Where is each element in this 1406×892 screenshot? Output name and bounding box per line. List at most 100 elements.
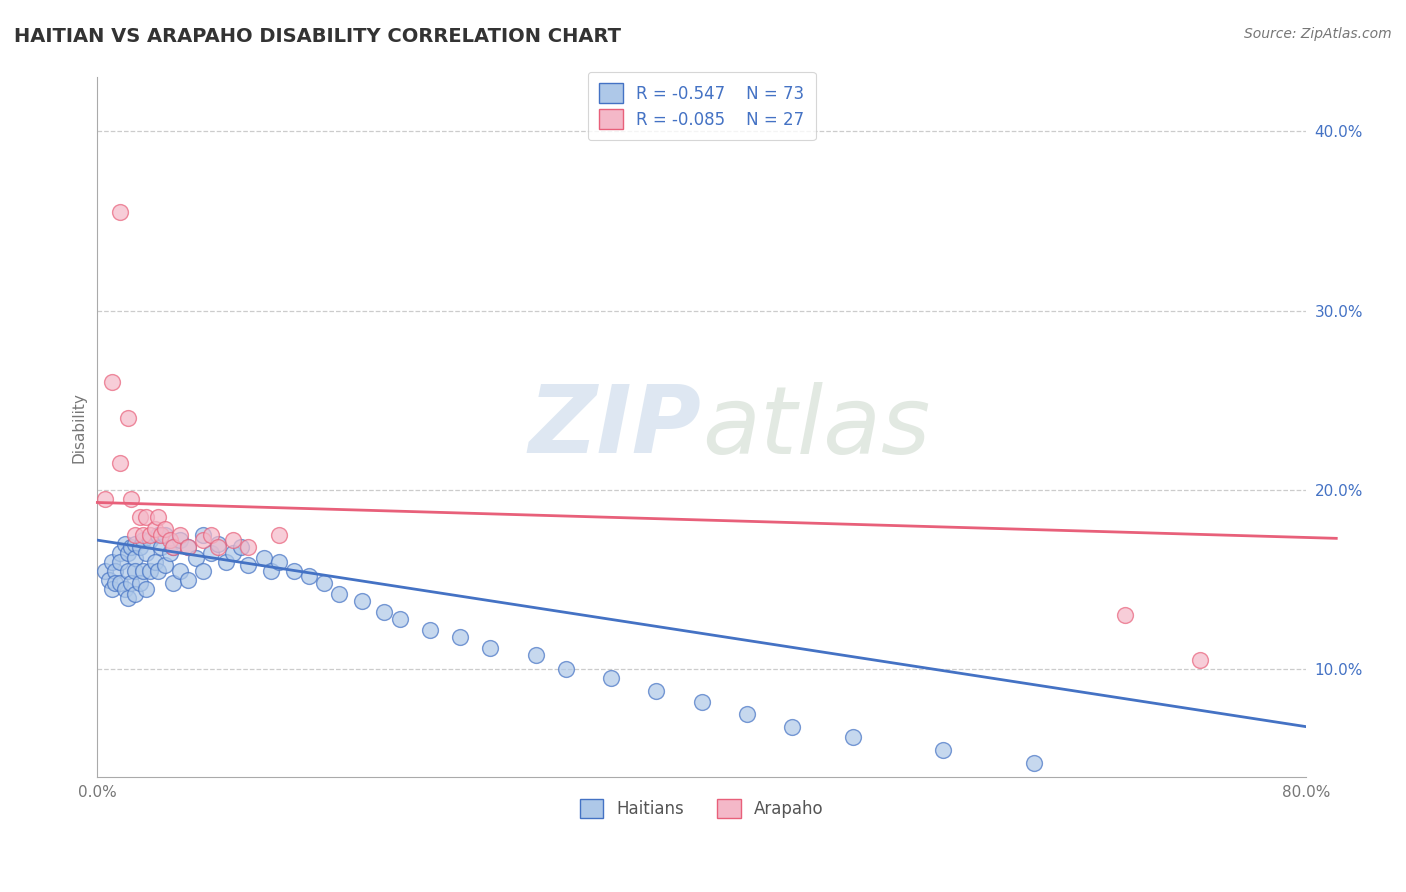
Point <box>94 491 117 506</box>
Point <box>298 569 321 583</box>
Point <box>222 533 245 548</box>
Point <box>128 576 150 591</box>
Point <box>267 528 290 542</box>
Point <box>139 533 162 548</box>
Point <box>312 576 335 591</box>
Point <box>169 564 191 578</box>
Point <box>124 551 146 566</box>
Point <box>162 576 184 591</box>
Point <box>155 522 177 536</box>
Point <box>104 576 127 591</box>
Text: HAITIAN VS ARAPAHO DISABILITY CORRELATION CHART: HAITIAN VS ARAPAHO DISABILITY CORRELATIO… <box>14 27 621 45</box>
Point <box>143 522 166 536</box>
Point <box>842 731 865 745</box>
Point <box>159 546 181 560</box>
Point <box>645 683 668 698</box>
Point <box>108 546 131 560</box>
Point <box>101 376 124 390</box>
Point <box>98 573 121 587</box>
Point <box>191 564 214 578</box>
Point <box>117 591 139 605</box>
Point <box>104 564 127 578</box>
Point <box>155 558 177 573</box>
Point <box>449 630 471 644</box>
Point <box>114 537 136 551</box>
Point <box>146 509 169 524</box>
Point <box>207 541 229 555</box>
Point <box>215 555 238 569</box>
Text: Source: ZipAtlas.com: Source: ZipAtlas.com <box>1244 27 1392 41</box>
Point <box>200 546 222 560</box>
Point <box>177 541 200 555</box>
Point <box>124 528 146 542</box>
Point <box>782 720 804 734</box>
Point <box>932 743 955 757</box>
Point <box>238 541 260 555</box>
Point <box>600 671 623 685</box>
Point <box>128 509 150 524</box>
Point <box>388 612 411 626</box>
Point <box>108 205 131 219</box>
Point <box>146 564 169 578</box>
Point <box>114 582 136 596</box>
Point <box>155 528 177 542</box>
Point <box>135 546 157 560</box>
Point <box>177 541 200 555</box>
Point <box>554 662 576 676</box>
Y-axis label: Disability: Disability <box>72 392 86 463</box>
Point <box>146 528 169 542</box>
Point <box>159 533 181 548</box>
Point <box>162 541 184 555</box>
Point <box>108 456 131 470</box>
Point <box>373 605 395 619</box>
Text: ZIP: ZIP <box>529 381 702 473</box>
Point <box>207 537 229 551</box>
Point <box>108 555 131 569</box>
Point <box>1189 653 1212 667</box>
Point <box>101 582 124 596</box>
Point <box>690 694 713 708</box>
Point <box>524 648 547 662</box>
Point <box>162 541 184 555</box>
Point <box>117 411 139 425</box>
Point <box>283 564 305 578</box>
Point <box>169 533 191 548</box>
Point <box>131 533 153 548</box>
Point <box>131 564 153 578</box>
Point <box>149 541 172 555</box>
Point <box>117 546 139 560</box>
Point <box>139 528 162 542</box>
Point <box>200 528 222 542</box>
Point <box>735 707 758 722</box>
Point <box>131 528 153 542</box>
Point <box>238 558 260 573</box>
Point <box>184 551 207 566</box>
Point <box>128 541 150 555</box>
Point <box>191 528 214 542</box>
Point <box>143 555 166 569</box>
Point <box>328 587 350 601</box>
Point <box>139 564 162 578</box>
Point <box>479 640 502 655</box>
Point <box>169 528 191 542</box>
Point <box>222 546 245 560</box>
Point <box>260 564 283 578</box>
Point <box>101 555 124 569</box>
Point <box>120 576 142 591</box>
Point <box>124 587 146 601</box>
Legend: Haitians, Arapaho: Haitians, Arapaho <box>574 792 831 824</box>
Point <box>177 573 200 587</box>
Point <box>124 564 146 578</box>
Point <box>124 537 146 551</box>
Point <box>117 564 139 578</box>
Point <box>94 564 117 578</box>
Point <box>252 551 274 566</box>
Text: atlas: atlas <box>702 382 929 473</box>
Point <box>120 491 142 506</box>
Point <box>267 555 290 569</box>
Point <box>1114 608 1136 623</box>
Point <box>191 533 214 548</box>
Point <box>108 576 131 591</box>
Point <box>229 541 252 555</box>
Point <box>1022 756 1045 770</box>
